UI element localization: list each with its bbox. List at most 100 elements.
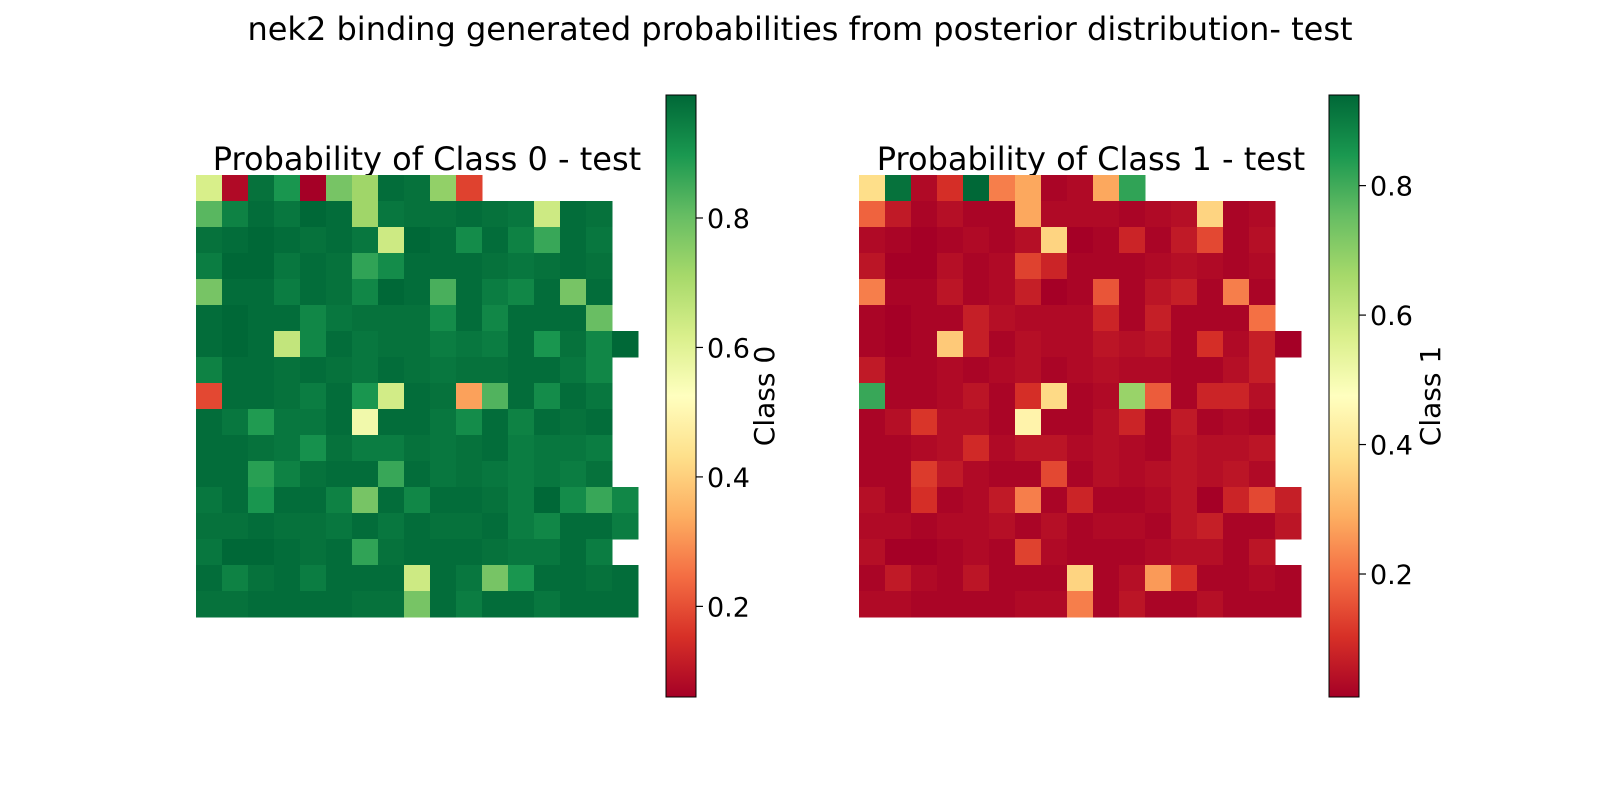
heatmap-cell [586, 461, 613, 488]
heatmap-cell [859, 331, 886, 358]
heatmap-cell [1041, 305, 1068, 332]
heatmap-cell [404, 539, 431, 566]
heatmap-cell [1041, 175, 1068, 202]
heatmap-cell [404, 591, 431, 618]
heatmap-cell [508, 591, 535, 618]
heatmap-cell [1119, 383, 1146, 410]
heatmap-cell [612, 487, 639, 514]
heatmap-cell [300, 357, 327, 384]
heatmap-cell [963, 253, 990, 280]
heatmap-cell [1093, 227, 1120, 254]
heatmap-cell [586, 513, 613, 540]
heatmap-cell [1015, 175, 1042, 202]
heatmap-cell [1223, 435, 1250, 462]
heatmap-cell [482, 331, 509, 358]
heatmap-cell [508, 227, 535, 254]
heatmap-cell [1119, 513, 1146, 540]
heatmap-cell [1171, 487, 1198, 514]
heatmap-cell [1015, 539, 1042, 566]
heatmap-cell [911, 435, 938, 462]
heatmap-cell [1119, 175, 1146, 202]
heatmap-cell [248, 435, 275, 462]
heatmap-cell [885, 513, 912, 540]
heatmap-cell [560, 383, 587, 410]
heatmap-cell [859, 513, 886, 540]
heatmap-cell [1015, 565, 1042, 592]
heatmap-cell [586, 279, 613, 306]
heatmap-cell [612, 565, 639, 592]
heatmap-cell [430, 253, 457, 280]
heatmap-cell [1067, 253, 1094, 280]
heatmap-cell [196, 565, 223, 592]
heatmap-cell [1145, 279, 1172, 306]
heatmap-cell [482, 201, 509, 228]
heatmap-cell [222, 201, 249, 228]
heatmap-cell [885, 201, 912, 228]
heatmap-cell [1275, 331, 1302, 358]
heatmap-cell [430, 409, 457, 436]
heatmap-cell [1067, 227, 1094, 254]
heatmap-cell [937, 487, 964, 514]
heatmap-cell [1093, 591, 1120, 618]
heatmap-cell [378, 227, 405, 254]
heatmap-cell [248, 539, 275, 566]
heatmap-cell [1067, 539, 1094, 566]
heatmap-cell [560, 565, 587, 592]
heatmap-cell [560, 487, 587, 514]
heatmap-cell [1171, 591, 1198, 618]
heatmap-cell [1197, 461, 1224, 488]
colorbar-tick-label: 0.6 [707, 333, 750, 364]
heatmap-cell [378, 331, 405, 358]
heatmap-cell [430, 383, 457, 410]
colorbar-class-1: 0.2 0.4 0.6 0.8 [1328, 94, 1413, 698]
heatmap-cell [508, 565, 535, 592]
heatmap-cell [560, 279, 587, 306]
heatmap-cell [378, 409, 405, 436]
heatmap-cell [1093, 305, 1120, 332]
colorbar-tick-label: 0.4 [707, 463, 750, 494]
heatmap-cell [534, 383, 561, 410]
heatmap-cell [963, 331, 990, 358]
heatmap-cell [1119, 591, 1146, 618]
panel-class-0: Probability of Class 0 - test 0.20.40.60… [196, 94, 781, 698]
heatmap-cell [300, 487, 327, 514]
heatmap-class-0 [196, 175, 639, 618]
heatmap-cell [911, 175, 938, 202]
heatmap-title: Probability of Class 0 - test [213, 140, 641, 178]
heatmap-cell [326, 253, 353, 280]
heatmap-cell [989, 357, 1016, 384]
heatmap-cell [534, 565, 561, 592]
heatmap-cell [352, 565, 379, 592]
heatmap-cell [1249, 539, 1276, 566]
heatmap-cell [222, 513, 249, 540]
heatmap-cell [196, 279, 223, 306]
heatmap-cell [911, 279, 938, 306]
heatmap-cell [1197, 383, 1224, 410]
heatmap-cell [1197, 253, 1224, 280]
heatmap-cell [1171, 227, 1198, 254]
heatmap-cell [248, 331, 275, 358]
heatmap-cell [937, 461, 964, 488]
heatmap-cell [248, 253, 275, 280]
heatmap-cell [963, 279, 990, 306]
heatmap-cell [859, 487, 886, 514]
heatmap-cell [963, 591, 990, 618]
heatmap-cell [963, 175, 990, 202]
heatmap-cell [911, 227, 938, 254]
heatmap-cell [1067, 435, 1094, 462]
heatmap-cell [378, 539, 405, 566]
heatmap-cell [404, 565, 431, 592]
heatmap-cell [222, 435, 249, 462]
heatmap-cell [885, 279, 912, 306]
heatmap-cell [1249, 279, 1276, 306]
heatmap-cell [1197, 279, 1224, 306]
heatmap-cell [274, 565, 301, 592]
heatmap-cell [482, 591, 509, 618]
heatmap-cell [248, 565, 275, 592]
heatmap-cell [1197, 591, 1224, 618]
heatmap-cell [300, 461, 327, 488]
heatmap-cell [300, 201, 327, 228]
heatmap-cell [911, 461, 938, 488]
heatmap-cell [482, 487, 509, 514]
